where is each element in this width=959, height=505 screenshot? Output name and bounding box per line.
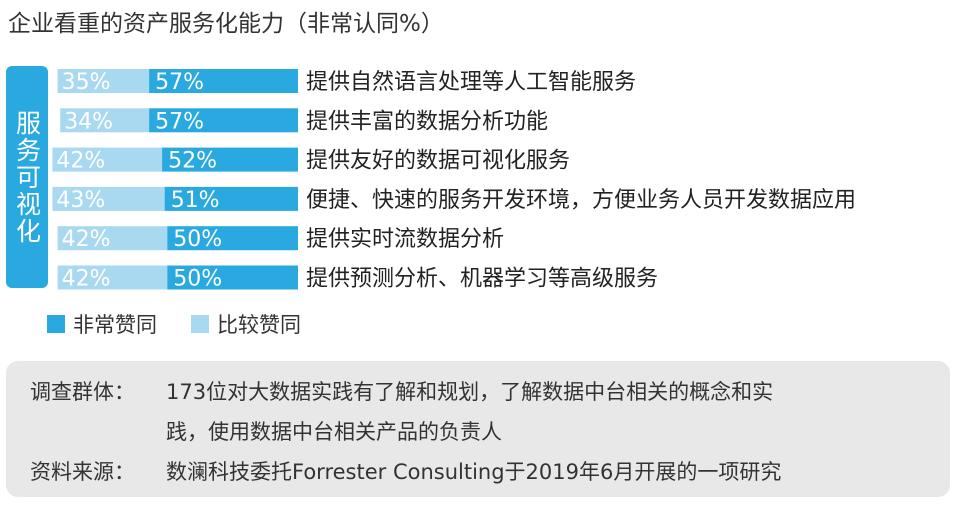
legend-swatch-strong (47, 315, 65, 333)
data-label-strong-5: 50% (173, 267, 222, 292)
data-label-strong-4: 50% (173, 227, 222, 252)
bar-agree-2 (52, 147, 163, 172)
note-label-source: 资料来源： (30, 460, 135, 484)
legend-swatch-agree (191, 315, 209, 333)
bar-strong-3 (164, 186, 298, 211)
data-label-strong-1: 57% (155, 109, 204, 134)
data-label-agree-3: 43% (56, 188, 105, 213)
bar-agree-3 (52, 186, 165, 211)
note-row-population: 调查群体： 173位对大数据实践有了解和规划，了解数据中台相关的概念和实 (30, 376, 773, 406)
bar-agree-0 (57, 69, 150, 93)
bar-agree-5 (57, 265, 168, 290)
data-label-agree-1: 34% (64, 109, 113, 134)
note-row-population-cont: 践，使用数据中台相关产品的负责人 (30, 416, 502, 446)
legend-item-strong: 非常赞同 (47, 309, 157, 339)
group-label-box: 服务可视化 (6, 66, 48, 288)
bar-strong-4 (167, 226, 298, 251)
data-label-agree-2: 42% (56, 149, 105, 174)
note-row-source: 资料来源： 数澜科技委托Forrester Consulting于2019年6月开… (30, 456, 781, 486)
notes-box: 调查群体： 173位对大数据实践有了解和规划，了解数据中台相关的概念和实 践，使用… (6, 361, 950, 497)
note-label-population: 调查群体： (30, 380, 135, 404)
bar-strong-0 (149, 69, 298, 93)
category-label-3: 便捷、快速的服务开发环境，方便业务人员开发数据应用 (306, 188, 856, 213)
category-label-5: 提供预测分析、机器学习等高级服务 (306, 267, 658, 292)
bar-agree-1 (60, 108, 150, 133)
legend-item-agree: 比较赞同 (191, 309, 301, 339)
category-label-0: 提供自然语言处理等人工智能服务 (306, 70, 636, 95)
note-text-population-cont: 践，使用数据中台相关产品的负责人 (166, 420, 502, 444)
bar-agree-4 (57, 226, 168, 251)
data-label-strong-0: 57% (155, 70, 204, 95)
bar-strong-2 (162, 147, 298, 172)
legend: 非常赞同 比较赞同 (47, 309, 335, 339)
data-label-strong-2: 52% (168, 149, 217, 174)
note-text-population: 173位对大数据实践有了解和规划，了解数据中台相关的概念和实 (166, 380, 774, 404)
stacked-bar-chart: 35% 57% 提供自然语言处理等人工智能服务 34% 57% 提供丰富的数据分析功能 42… (52, 69, 856, 292)
data-label-agree-0: 35% (62, 70, 111, 95)
group-label: 服务可视化 (12, 109, 42, 245)
chart-title: 企业看重的资产服务化能力（非常认同%） (8, 11, 444, 37)
data-label-strong-3: 51% (171, 188, 220, 213)
category-label-2: 提供友好的数据可视化服务 (306, 149, 570, 174)
legend-label-strong: 非常赞同 (73, 313, 157, 337)
bar-strong-5 (167, 265, 298, 290)
category-label-1: 提供丰富的数据分析功能 (306, 109, 548, 134)
category-label-4: 提供实时流数据分析 (306, 227, 504, 252)
legend-label-agree: 比较赞同 (217, 313, 301, 337)
bar-strong-1 (149, 108, 298, 133)
note-text-source: 数澜科技委托Forrester Consulting于2019年6月开展的一项研… (166, 460, 782, 484)
data-label-agree-4: 42% (62, 227, 111, 252)
data-label-agree-5: 42% (62, 267, 111, 292)
